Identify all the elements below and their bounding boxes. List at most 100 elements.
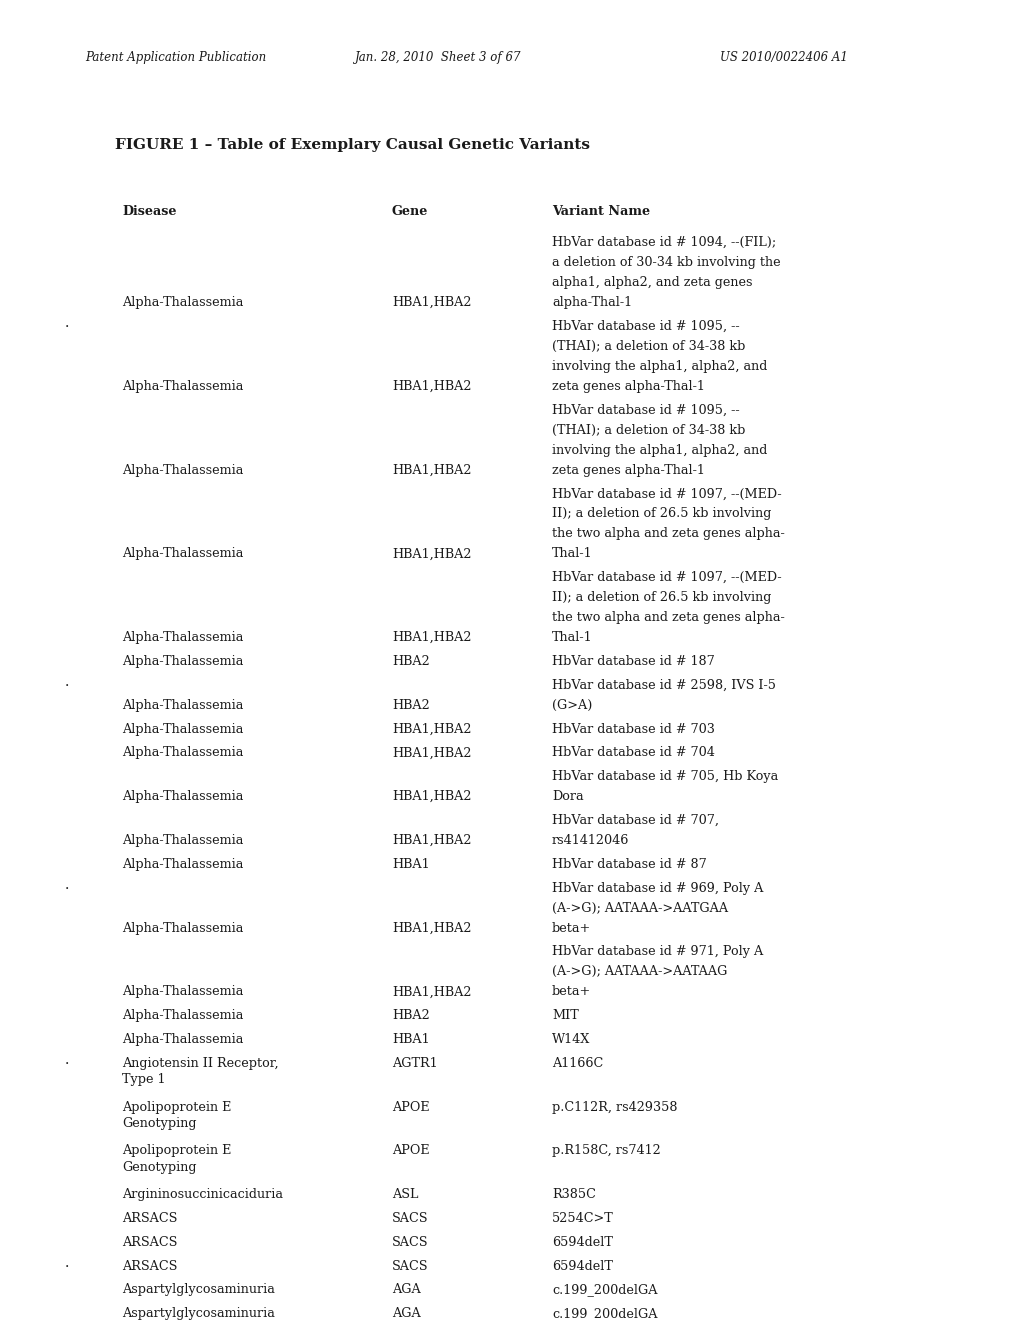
Text: HBA1,HBA2: HBA1,HBA2 [392, 791, 471, 803]
Text: Alpha-Thalassemia: Alpha-Thalassemia [122, 296, 244, 309]
Text: Patent Application Publication: Patent Application Publication [85, 50, 266, 63]
Text: beta+: beta+ [552, 921, 591, 935]
Text: p.C112R, rs429358: p.C112R, rs429358 [552, 1101, 678, 1114]
Text: Argininosuccinicaciduria: Argininosuccinicaciduria [122, 1188, 283, 1201]
Text: R385C: R385C [552, 1188, 596, 1201]
Text: APOE: APOE [392, 1144, 430, 1158]
Text: involving the alpha1, alpha2, and: involving the alpha1, alpha2, and [552, 444, 767, 457]
Text: a deletion of 30-34 kb involving the: a deletion of 30-34 kb involving the [552, 256, 780, 269]
Text: Alpha-Thalassemia: Alpha-Thalassemia [122, 791, 244, 803]
Text: AGA: AGA [392, 1283, 421, 1296]
Text: MIT: MIT [552, 1010, 579, 1022]
Text: ·: · [65, 1259, 70, 1274]
Text: Angiotensin II Receptor,
Type 1: Angiotensin II Receptor, Type 1 [122, 1057, 279, 1086]
Text: Apolipoprotein E
Genotyping: Apolipoprotein E Genotyping [122, 1101, 231, 1130]
Text: Variant Name: Variant Name [552, 205, 650, 218]
Text: (A->G); AATAAA->AATGAA: (A->G); AATAAA->AATGAA [552, 902, 728, 915]
Text: W14X: W14X [552, 1034, 591, 1045]
Text: p.R158C, rs7412: p.R158C, rs7412 [552, 1144, 660, 1158]
Text: HbVar database id # 1094, --(FIL);: HbVar database id # 1094, --(FIL); [552, 236, 776, 249]
Text: ·: · [65, 882, 70, 895]
Text: ·: · [65, 1057, 70, 1071]
Text: HbVar database id # 971, Poly A: HbVar database id # 971, Poly A [552, 945, 763, 958]
Text: HBA1,HBA2: HBA1,HBA2 [392, 722, 471, 735]
Text: Alpha-Thalassemia: Alpha-Thalassemia [122, 1010, 244, 1022]
Text: zeta genes alpha-Thal-1: zeta genes alpha-Thal-1 [552, 463, 705, 477]
Text: HbVar database id # 969, Poly A: HbVar database id # 969, Poly A [552, 882, 763, 895]
Text: US 2010/0022406 A1: US 2010/0022406 A1 [720, 50, 848, 63]
Text: beta+: beta+ [552, 986, 591, 998]
Text: Alpha-Thalassemia: Alpha-Thalassemia [122, 834, 244, 847]
Text: Alpha-Thalassemia: Alpha-Thalassemia [122, 698, 244, 711]
Text: HBA1,HBA2: HBA1,HBA2 [392, 746, 471, 759]
Text: Alpha-Thalassemia: Alpha-Thalassemia [122, 986, 244, 998]
Text: Aspartylglycosaminuria: Aspartylglycosaminuria [122, 1283, 274, 1296]
Text: AGTR1: AGTR1 [392, 1057, 437, 1069]
Text: Gene: Gene [392, 205, 428, 218]
Text: SACS: SACS [392, 1259, 428, 1272]
Text: HbVar database id # 703: HbVar database id # 703 [552, 722, 715, 735]
Text: HbVar database id # 1095, --: HbVar database id # 1095, -- [552, 319, 739, 333]
Text: Disease: Disease [122, 205, 176, 218]
Text: HbVar database id # 1097, --(MED-: HbVar database id # 1097, --(MED- [552, 487, 781, 500]
Text: HbVar database id # 1097, --(MED-: HbVar database id # 1097, --(MED- [552, 572, 781, 585]
Text: HbVar database id # 2598, IVS I-5: HbVar database id # 2598, IVS I-5 [552, 678, 776, 692]
Text: HBA2: HBA2 [392, 655, 430, 668]
Text: (THAI); a deletion of 34-38 kb: (THAI); a deletion of 34-38 kb [552, 424, 745, 437]
Text: FIGURE 1 – Table of Exemplary Causal Genetic Variants: FIGURE 1 – Table of Exemplary Causal Gen… [115, 139, 590, 152]
Text: (A->G); AATAAA->AATAAG: (A->G); AATAAA->AATAAG [552, 965, 727, 978]
Text: c.199_200delGA: c.199_200delGA [552, 1307, 657, 1320]
Text: Alpha-Thalassemia: Alpha-Thalassemia [122, 1034, 244, 1045]
Text: HBA1,HBA2: HBA1,HBA2 [392, 296, 471, 309]
Text: ·: · [65, 678, 70, 693]
Text: HbVar database id # 707,: HbVar database id # 707, [552, 814, 719, 828]
Text: (THAI); a deletion of 34-38 kb: (THAI); a deletion of 34-38 kb [552, 339, 745, 352]
Text: Alpha-Thalassemia: Alpha-Thalassemia [122, 655, 244, 668]
Text: zeta genes alpha-Thal-1: zeta genes alpha-Thal-1 [552, 380, 705, 393]
Text: ARSACS: ARSACS [122, 1236, 177, 1249]
Text: HBA1,HBA2: HBA1,HBA2 [392, 631, 471, 644]
Text: involving the alpha1, alpha2, and: involving the alpha1, alpha2, and [552, 360, 767, 372]
Text: the two alpha and zeta genes alpha-: the two alpha and zeta genes alpha- [552, 528, 784, 540]
Text: ASL: ASL [392, 1188, 419, 1201]
Text: HbVar database id # 705, Hb Koya: HbVar database id # 705, Hb Koya [552, 770, 778, 783]
Text: HbVar database id # 1095, --: HbVar database id # 1095, -- [552, 404, 739, 417]
Text: Thal-1: Thal-1 [552, 548, 593, 561]
Text: HBA2: HBA2 [392, 698, 430, 711]
Text: Thal-1: Thal-1 [552, 631, 593, 644]
Text: HBA1,HBA2: HBA1,HBA2 [392, 548, 471, 561]
Text: SACS: SACS [392, 1212, 428, 1225]
Text: 5254C>T: 5254C>T [552, 1212, 613, 1225]
Text: the two alpha and zeta genes alpha-: the two alpha and zeta genes alpha- [552, 611, 784, 624]
Text: HbVar database id # 704: HbVar database id # 704 [552, 746, 715, 759]
Text: A1166C: A1166C [552, 1057, 603, 1069]
Text: alpha1, alpha2, and zeta genes: alpha1, alpha2, and zeta genes [552, 276, 753, 289]
Text: II); a deletion of 26.5 kb involving: II); a deletion of 26.5 kb involving [552, 591, 771, 605]
Text: HBA1,HBA2: HBA1,HBA2 [392, 986, 471, 998]
Text: II); a deletion of 26.5 kb involving: II); a deletion of 26.5 kb involving [552, 507, 771, 520]
Text: Alpha-Thalassemia: Alpha-Thalassemia [122, 746, 244, 759]
Text: ARSACS: ARSACS [122, 1212, 177, 1225]
Text: ARSACS: ARSACS [122, 1259, 177, 1272]
Text: c.199_200delGA: c.199_200delGA [552, 1283, 657, 1296]
Text: APOE: APOE [392, 1101, 430, 1114]
Text: ·: · [65, 319, 70, 334]
Text: Alpha-Thalassemia: Alpha-Thalassemia [122, 631, 244, 644]
Text: 6594delT: 6594delT [552, 1236, 613, 1249]
Text: HbVar database id # 187: HbVar database id # 187 [552, 655, 715, 668]
Text: rs41412046: rs41412046 [552, 834, 630, 847]
Text: alpha-Thal-1: alpha-Thal-1 [552, 296, 632, 309]
Text: Alpha-Thalassemia: Alpha-Thalassemia [122, 380, 244, 393]
Text: Alpha-Thalassemia: Alpha-Thalassemia [122, 463, 244, 477]
Text: AGA: AGA [392, 1307, 421, 1320]
Text: 6594delT: 6594delT [552, 1259, 613, 1272]
Text: HBA1,HBA2: HBA1,HBA2 [392, 380, 471, 393]
Text: HBA1: HBA1 [392, 858, 430, 871]
Text: HbVar database id # 87: HbVar database id # 87 [552, 858, 707, 871]
Text: HBA2: HBA2 [392, 1010, 430, 1022]
Text: Aspartylglycosaminuria: Aspartylglycosaminuria [122, 1307, 274, 1320]
Text: HBA1: HBA1 [392, 1034, 430, 1045]
Text: HBA1,HBA2: HBA1,HBA2 [392, 834, 471, 847]
Text: Alpha-Thalassemia: Alpha-Thalassemia [122, 548, 244, 561]
Text: SACS: SACS [392, 1236, 428, 1249]
